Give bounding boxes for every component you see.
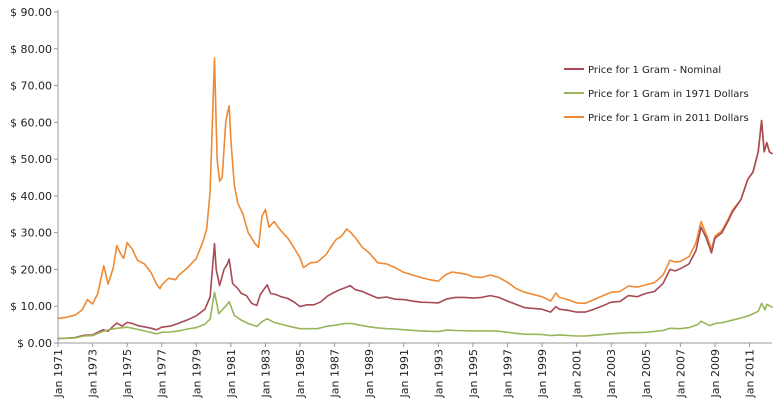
x-tick-label: Jan 1985 bbox=[294, 349, 307, 398]
x-tick-label: Jan 1989 bbox=[363, 349, 376, 398]
x-tick-label: Jan 2011 bbox=[744, 349, 757, 398]
x-tick-label: Jan 2003 bbox=[605, 349, 618, 398]
y-tick-label: $ 40.00 bbox=[10, 190, 52, 203]
x-tick-label: Jan 1999 bbox=[536, 349, 549, 398]
y-tick-label: $ 20.00 bbox=[10, 263, 52, 276]
y-tick-label: $ 50.00 bbox=[10, 153, 52, 166]
legend-label-2: Price for 1 Gram in 2011 Dollars bbox=[588, 113, 749, 124]
y-tick-label: $ 0.00 bbox=[17, 337, 52, 350]
legend-label-0: Price for 1 Gram - Nominal bbox=[588, 65, 721, 76]
x-tick-label: Jan 1997 bbox=[501, 349, 514, 398]
y-tick-label: $ 80.00 bbox=[10, 43, 52, 56]
y-tick-label: $ 30.00 bbox=[10, 227, 52, 240]
x-tick-label: Jan 1979 bbox=[190, 349, 203, 398]
x-tick-label: Jan 1981 bbox=[225, 349, 238, 398]
x-tick-label: Jan 1991 bbox=[398, 349, 411, 398]
x-tick-label: Jan 1987 bbox=[329, 349, 342, 398]
x-tick-label: Jan 2009 bbox=[709, 349, 722, 398]
series-line-0 bbox=[57, 119, 773, 340]
y-tick-label: $ 60.00 bbox=[10, 116, 52, 129]
x-tick-label: Jan 2001 bbox=[571, 349, 584, 398]
x-tick-label: Jan 1983 bbox=[259, 349, 272, 398]
axes-layer bbox=[57, 10, 772, 344]
y-tick-label: $ 90.00 bbox=[10, 6, 52, 19]
legend: Price for 1 Gram - Nominal Price for 1 Gr… bbox=[564, 65, 749, 124]
legend-label-1: Price for 1 Gram in 1971 Dollars bbox=[588, 89, 749, 100]
y-axis-ticks: $ 0.00 $ 10.00 $ 20.00 $ 30.00 $ 40.00 $ 50.0… bbox=[10, 6, 58, 350]
x-tick-label: Jan 2007 bbox=[674, 349, 687, 398]
y-tick-label: $ 10.00 bbox=[10, 300, 52, 313]
x-tick-label: Jan 1973 bbox=[87, 349, 100, 398]
y-tick-label: $ 70.00 bbox=[10, 80, 52, 93]
x-tick-label: Jan 1971 bbox=[52, 349, 65, 398]
series-line-2 bbox=[57, 57, 773, 320]
series-layer bbox=[57, 57, 773, 340]
x-axis-ticks: Jan 1971 Jan 1973 Jan 1975 Jan 1977 Jan 1979… bbox=[52, 343, 757, 398]
x-tick-label: Jan 1975 bbox=[121, 349, 134, 398]
x-tick-label: Jan 1977 bbox=[156, 349, 169, 398]
series-line-1 bbox=[57, 291, 773, 340]
x-tick-label: Jan 1993 bbox=[432, 349, 445, 398]
x-tick-label: Jan 2005 bbox=[640, 349, 653, 398]
x-tick-label: Jan 1995 bbox=[467, 349, 480, 398]
